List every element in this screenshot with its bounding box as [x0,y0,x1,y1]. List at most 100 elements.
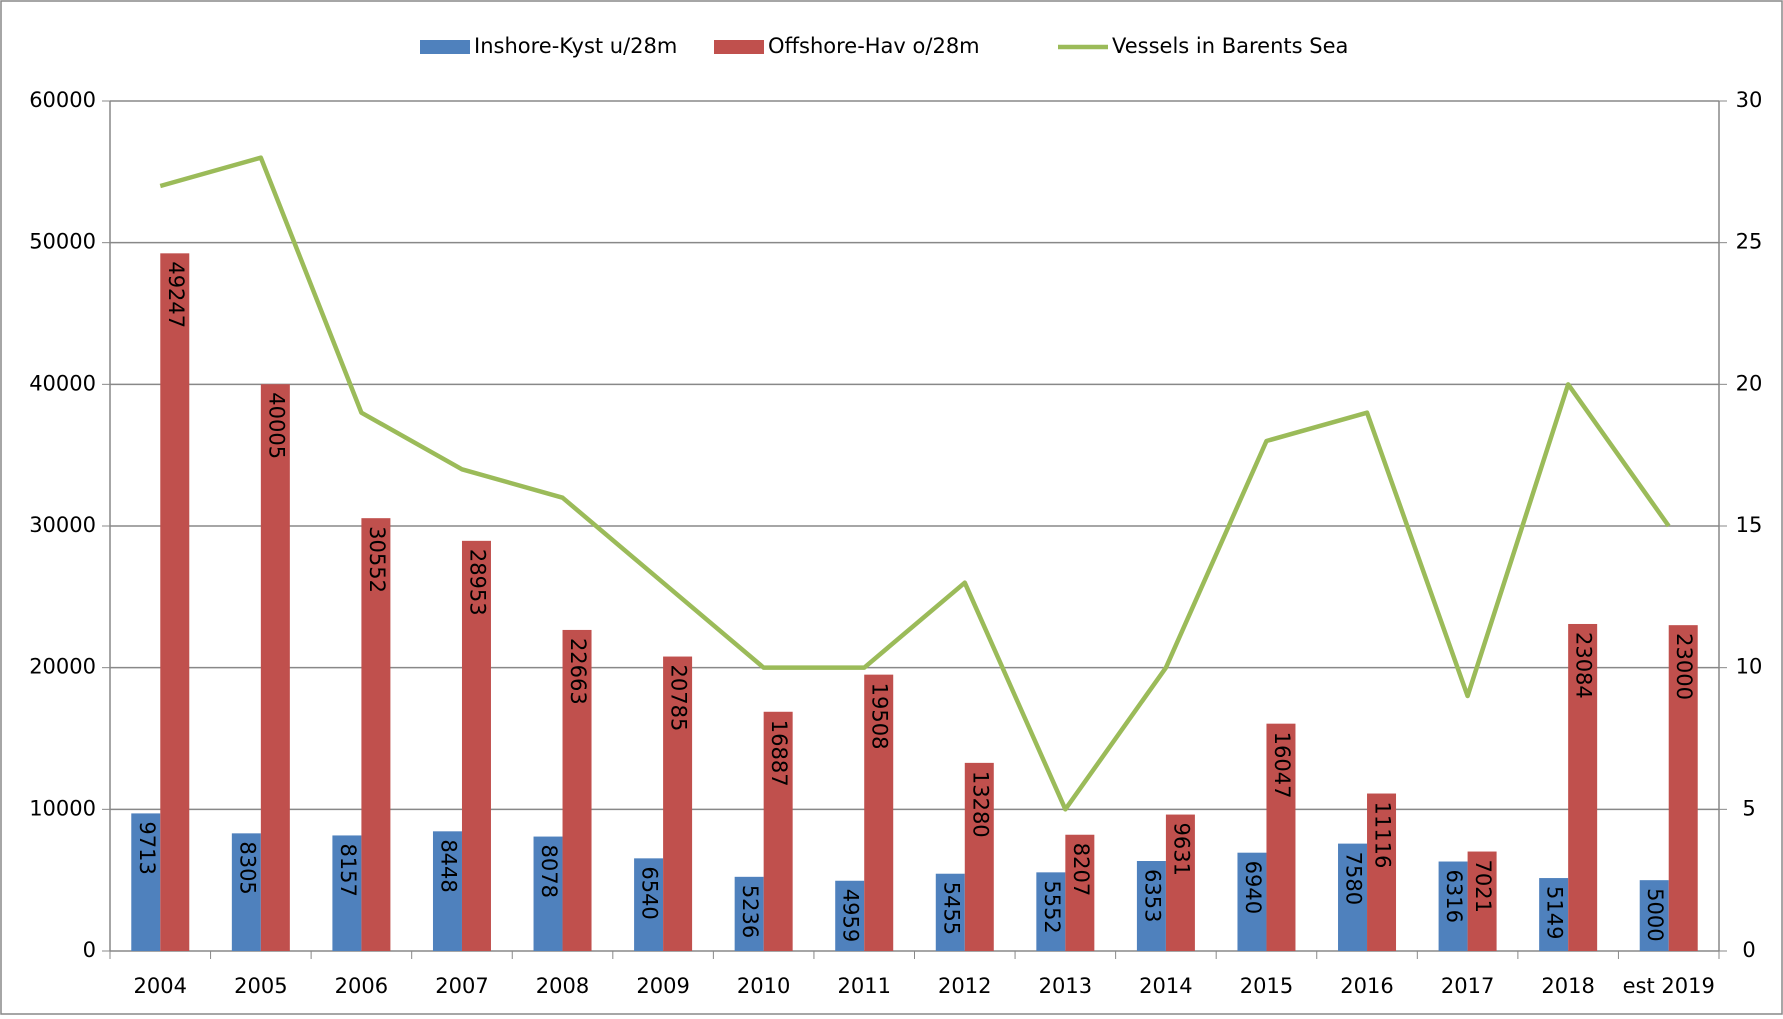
x-tick-label: 2014 [1139,974,1192,998]
bar [663,656,693,951]
bar [432,831,462,951]
bar [361,518,391,951]
y-tick-label: 10000 [29,796,96,820]
data-label: 8078 [537,845,561,898]
data-label: 40005 [264,392,288,459]
bar [1438,861,1468,951]
data-label: 49247 [164,261,188,328]
x-tick-label: 2005 [234,974,287,998]
data-label: 22663 [566,638,590,705]
data-label: 7580 [1342,852,1366,905]
data-label: 8157 [336,843,360,896]
data-label: 5000 [1643,888,1667,941]
bar [1136,860,1166,951]
data-label: 5236 [738,885,762,938]
y-tick-label: 30000 [29,513,96,537]
data-label: 23000 [1672,633,1696,700]
x-tick-label: 2006 [335,974,388,998]
legend-label: Vessels in Barents Sea [1112,34,1348,58]
legend-swatch [420,40,470,54]
bar [533,836,563,951]
x-tick-label: 2013 [1039,974,1092,998]
x-tick-label: 2018 [1541,974,1594,998]
bar [1639,880,1669,951]
legend-label: Inshore-Kyst u/28m [474,34,677,58]
data-label: 6316 [1442,870,1466,923]
x-tick-label: 2008 [536,974,589,998]
y-tick-label: 50000 [29,230,96,254]
bar [1539,878,1569,951]
bar [160,253,190,951]
y2-tick-label: 5 [1742,796,1755,820]
data-label: 6540 [638,866,662,919]
x-tick-label: 2007 [435,974,488,998]
legend-label: Offshore-Hav o/28m [768,34,980,58]
bar [634,858,664,951]
y-tick-label: 0 [83,938,96,962]
y2-tick-label: 30 [1736,88,1763,112]
bar [835,880,865,951]
x-tick-label: 2012 [938,974,991,998]
bar [231,833,261,951]
data-label: 16887 [767,720,791,787]
bar [964,762,994,951]
x-tick-label: 2017 [1441,974,1494,998]
bar [1065,834,1095,951]
line [159,155,1671,812]
y-tick-label: 40000 [29,371,96,395]
data-label: 8448 [436,839,460,892]
data-label: 13280 [968,771,992,838]
bar [1338,843,1368,951]
bar [763,711,793,951]
x-tick-label: 2004 [134,974,187,998]
data-label: 23084 [1572,632,1596,699]
bar [1568,623,1598,951]
bar [1036,872,1066,951]
data-label: 9713 [135,821,159,874]
y2-tick-label: 15 [1736,513,1763,537]
y2-tick-label: 0 [1742,938,1755,962]
bar [1237,852,1267,951]
data-label: 16047 [1270,732,1294,799]
bar [1668,625,1698,951]
bar [734,876,764,951]
data-label: 9631 [1169,823,1193,876]
legend-swatch [714,40,764,54]
bar [260,384,290,951]
x-tick-label: 2009 [636,974,689,998]
data-label: 5552 [1040,880,1064,933]
y-tick-label: 20000 [29,655,96,679]
data-label: 4959 [839,889,863,942]
x-tick-label: 2011 [837,974,890,998]
bar [562,629,592,951]
x-tick-label: 2016 [1340,974,1393,998]
data-label: 5455 [939,882,963,935]
bar [1367,793,1397,951]
bar [935,873,965,951]
data-label: 11116 [1371,802,1395,869]
data-label: 8207 [1069,843,1093,896]
data-label: 28953 [465,549,489,616]
y2-tick-label: 10 [1736,655,1763,679]
y-tick-label: 60000 [29,88,96,112]
x-tick-label: est 2019 [1623,974,1715,998]
bar [1165,814,1195,951]
bar [461,540,491,951]
x-tick-label: 2010 [737,974,790,998]
data-label: 6940 [1241,861,1265,914]
y2-tick-label: 20 [1736,371,1763,395]
data-label: 30552 [365,526,389,593]
data-label: 7021 [1471,860,1495,913]
x-tick-label: 2015 [1240,974,1293,998]
bar [1266,723,1296,951]
y2-tick-label: 25 [1736,230,1763,254]
data-label: 6353 [1140,869,1164,922]
data-label: 19508 [868,683,892,750]
bar [864,674,894,951]
bar [1467,851,1497,951]
bar [131,813,161,951]
bar [332,835,362,951]
data-label: 20785 [667,665,691,732]
data-label: 8305 [235,841,259,894]
